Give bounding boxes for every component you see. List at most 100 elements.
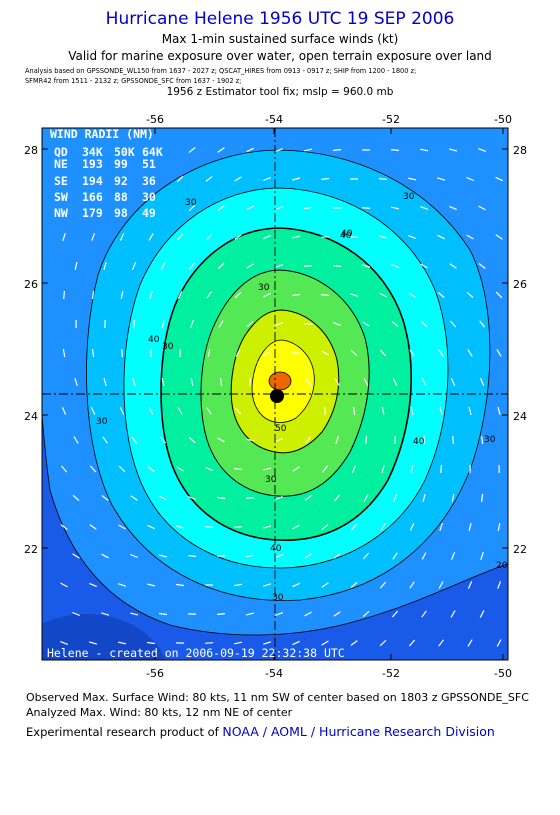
wind-arrow [205,525,214,529]
wind-arrow [61,407,67,415]
wind-arrow [207,348,211,358]
wind-arrow [176,583,185,587]
wind-arrow [206,291,212,299]
map-title: Hurricane Helene 1956 UTC 19 SEP 2006 [105,9,455,29]
wind-arrow [409,349,415,357]
wind-arrow [119,407,125,415]
wind-arrow [188,204,196,212]
wind-arrow [438,639,444,647]
wind-arrow [275,496,284,500]
wind-arrow [60,524,68,530]
radii-sw-50k: 88 [114,190,128,204]
contour-label: 30 [265,475,277,485]
wind-arrow [130,612,139,616]
wind-arrow [263,234,271,240]
wind-arrow [362,610,370,618]
wind-arrow [233,641,243,645]
radii-header-qd: QD [54,145,68,159]
wind-arrows [60,147,508,647]
wind-arrow [467,349,473,357]
wind-arrow [507,205,508,207]
contour-label: 40 [148,335,160,345]
wind-arrow [89,465,97,473]
y-tick-right-3: 24 [513,410,527,423]
radii-nw-64k: 49 [142,206,156,220]
wind-arrow [246,147,254,153]
contour-label: 30 [185,198,197,208]
band-30-low-corner [42,614,166,660]
wind-arrow [103,378,107,386]
creation-credit: Helene - created on 2006-09-19 22:32:38 … [47,646,345,660]
wind-arrow [303,206,313,210]
wind-arrow [62,233,66,241]
radii-nw-label: NW [54,206,68,220]
wind-arrow [334,378,340,386]
eye-core-max [268,371,292,391]
wind-arrow [495,176,503,182]
wind-arrow [91,233,96,241]
wind-arrow [321,177,330,181]
wind-arrow [275,437,284,443]
wind-arrow [217,205,225,211]
wind-arrow [305,436,311,444]
wind-arrow [497,522,501,532]
wind-arrow [149,291,153,299]
wind-arrow [263,350,271,356]
contour-label: 20 [496,561,508,571]
wind-arrow [275,206,283,210]
wind-arrow [420,206,429,210]
wind-arrow [188,436,196,444]
wind-arrow [439,523,443,531]
wind-arrow [437,177,446,181]
wind-arrow [322,465,328,473]
wind-arrow [234,467,243,471]
eye-center [270,389,284,403]
contour-label: 40 [413,437,425,447]
wind-arrow [437,292,445,298]
contour-label: 30 [272,593,284,603]
wind-arrow [176,466,184,472]
radii-header-34k: 34K [82,145,103,159]
wind-arrow [292,582,300,588]
noaa-aoml-link[interactable]: NOAA / AOML / Hurricane Research Divisio… [222,724,495,739]
wind-arrow [479,320,486,328]
wind-arrow [333,149,342,151]
wind-arrow [467,639,473,647]
wind-arrow [205,233,213,241]
wind-arrow [73,436,79,444]
wind-arrow [452,435,454,445]
wind-arrow [304,265,313,267]
wind-arrow [495,291,503,299]
wind-arrow [188,147,196,153]
wind-arrow [188,496,196,500]
wind-arrow [263,292,271,298]
wind-arrow [217,496,226,500]
wind-arrow [479,610,485,618]
wind-arrow [450,552,456,560]
observed-max-wind: Observed Max. Surface Wind: 80 kts, 11 n… [26,691,529,704]
wind-arrow [177,407,183,415]
wind-arrow [391,149,400,151]
wind-arrow [62,349,66,357]
wind-arrow [292,524,300,530]
wind-arrow [234,291,242,299]
wind-arrow [60,641,69,645]
wind-arrow [219,377,223,387]
wind-arrow [321,640,329,646]
wind-arrow [61,465,68,473]
wind-arrow [60,582,68,588]
radii-se-50k: 92 [114,174,128,188]
radii-sw-34k: 166 [82,190,103,204]
wind-arrow [234,583,243,587]
wind-arrow [234,407,242,415]
wind-arrow [190,319,194,329]
wind-arrow [118,465,126,473]
wind-arrow [206,407,212,415]
wind-arrow [217,262,225,270]
wind-arrow [102,436,108,444]
wind-arrow [350,236,359,238]
wind-arrow [365,435,368,445]
wind-arrow [91,348,95,358]
analyzed-max-wind: Analyzed Max. Wind: 80 kts, 12 nm NE of … [26,706,293,719]
wind-arrow [379,349,387,357]
